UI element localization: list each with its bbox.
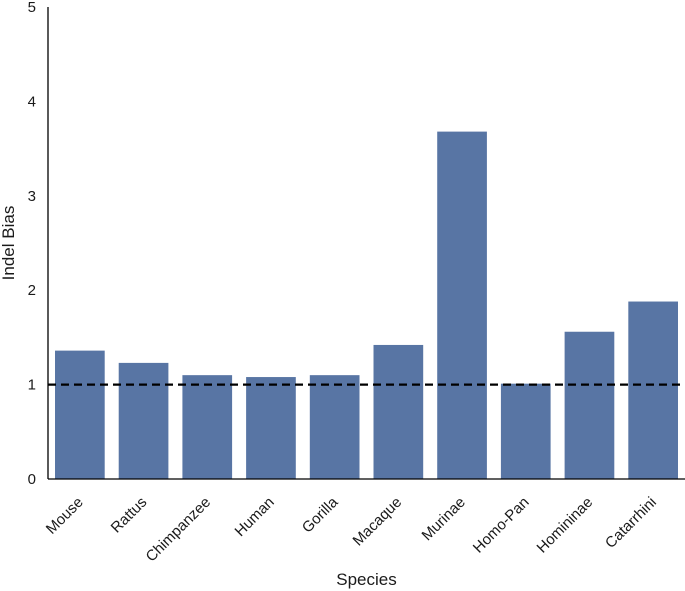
bar-human <box>246 377 296 479</box>
y-tick-label: 0 <box>28 471 36 488</box>
y-tick-labels: 0 1 2 3 4 5 <box>28 0 36 488</box>
bar-catarrhini <box>628 301 678 479</box>
x-tick-label-homo-pan: Homo-Pan <box>470 494 533 557</box>
bar-mouse <box>55 350 105 479</box>
x-tick-label-catarrhini: Catarrhini <box>602 494 660 552</box>
x-tick-label-human: Human <box>232 494 278 540</box>
bar-homo-pan <box>500 383 551 479</box>
x-tick-label-chimpanzee: Chimpanzee <box>143 494 215 566</box>
bar-chimpanzee <box>182 375 233 479</box>
bar-rattus <box>118 362 169 479</box>
y-tick-label: 1 <box>28 377 36 394</box>
x-tick-label-gorilla: Gorilla <box>299 493 342 536</box>
x-tick-label-mouse: Mouse <box>43 494 87 538</box>
x-axis-title: Species <box>336 570 396 589</box>
y-tick-label: 2 <box>28 282 36 299</box>
x-tick-label-murinae: Murinae <box>419 494 469 544</box>
y-tick-label: 4 <box>28 93 36 110</box>
y-tick-label: 3 <box>28 188 36 205</box>
bar-homininae <box>564 331 615 479</box>
y-axis-title: Indel Bias <box>0 206 18 281</box>
x-tick-label-rattus: Rattus <box>108 494 151 537</box>
bar-macaque <box>373 344 424 479</box>
bar-murinae <box>437 131 487 480</box>
x-tick-label-macaque: Macaque <box>350 494 406 550</box>
bar-gorilla <box>309 375 360 479</box>
y-tick-label: 5 <box>28 0 36 16</box>
x-tick-label-homininae: Homininae <box>534 494 597 557</box>
bars-group <box>55 131 678 480</box>
